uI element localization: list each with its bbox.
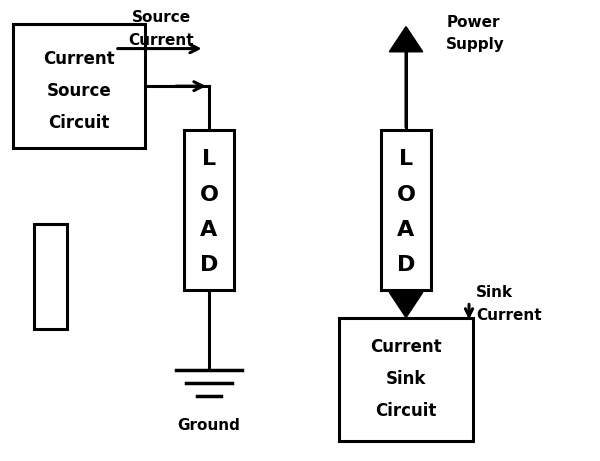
Bar [184,130,235,290]
Text: Circuit: Circuit [376,402,437,420]
Text: Current: Current [370,338,442,356]
Text: O: O [397,185,416,205]
Bar [380,130,431,290]
Text: A: A [200,219,218,240]
Bar [34,224,67,329]
Text: Sink: Sink [386,371,426,389]
Text: A: A [397,219,415,240]
Bar [13,24,145,148]
Text: Sink: Sink [476,285,514,300]
Text: Current: Current [43,50,115,68]
Text: L: L [399,149,413,170]
Text: Circuit: Circuit [49,114,110,132]
Text: D: D [200,255,218,275]
Text: Current: Current [128,33,194,48]
Text: L: L [202,149,216,170]
Text: O: O [199,185,218,205]
Polygon shape [389,292,423,318]
Polygon shape [389,27,423,52]
Text: Ground: Ground [178,418,241,433]
Text: Source: Source [132,10,191,25]
Text: Source: Source [47,82,112,100]
Text: Power: Power [446,14,500,30]
Text: D: D [397,255,415,275]
Text: Current: Current [476,308,542,323]
Text: Supply: Supply [446,37,505,53]
Bar [339,318,473,441]
